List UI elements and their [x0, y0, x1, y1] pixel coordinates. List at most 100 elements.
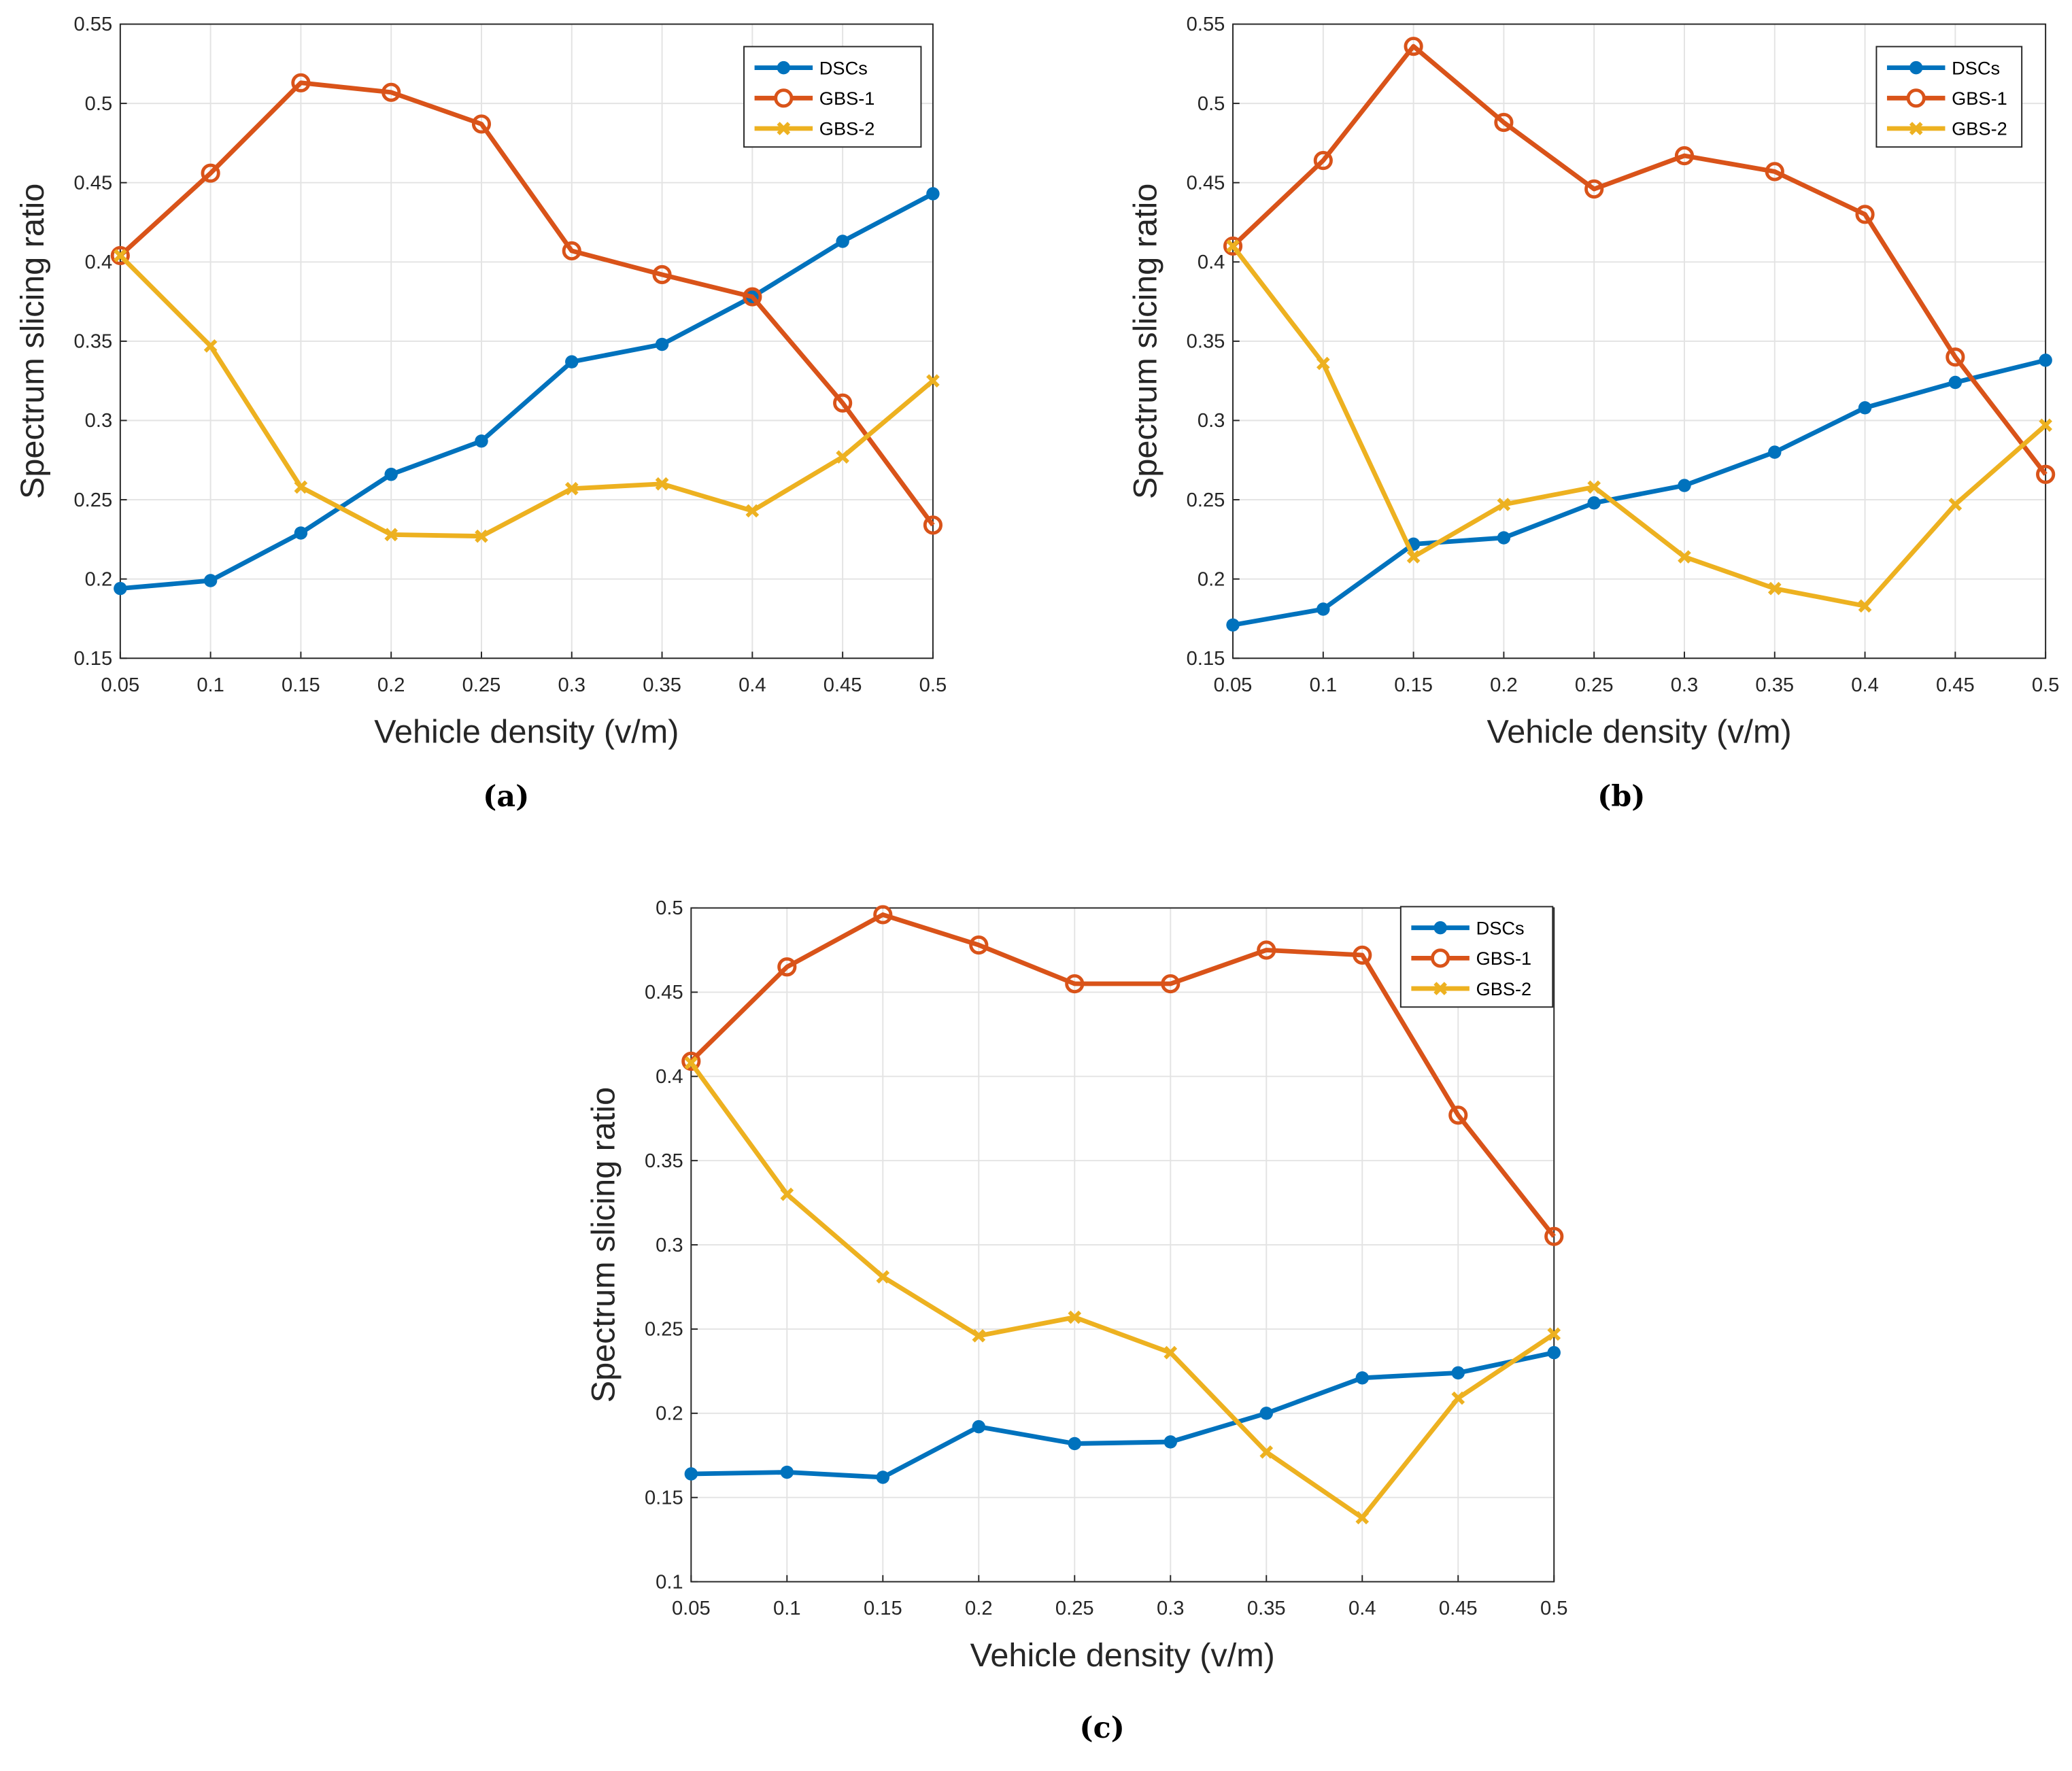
x-tick-label: 0.3 — [558, 674, 586, 696]
data-point — [1259, 1407, 1273, 1420]
data-point — [1497, 498, 1511, 511]
data-point — [384, 528, 398, 542]
data-point — [562, 241, 581, 261]
legend-marker — [777, 61, 791, 75]
data-point — [565, 355, 579, 368]
x-tick-label: 0.45 — [1936, 674, 1975, 696]
legend-marker — [1433, 921, 1447, 935]
data-point — [1317, 602, 1330, 616]
data-point — [1855, 205, 1875, 224]
data-point — [780, 1187, 794, 1201]
legend-marker — [1906, 88, 1926, 108]
x-tick-label: 0.05 — [1214, 674, 1253, 696]
legend-label: DSCs — [819, 57, 868, 78]
data-point — [926, 187, 940, 201]
y-tick-label: 0.45 — [645, 982, 683, 1003]
y-tick-label: 0.2 — [1198, 568, 1225, 590]
legend-marker — [1909, 122, 1923, 135]
data-point — [1068, 1310, 1082, 1324]
x-tick-label: 0.25 — [1575, 674, 1614, 696]
x-tick-label: 0.5 — [919, 674, 947, 696]
y-tick-label: 0.2 — [85, 568, 113, 590]
y-tick-label: 0.15 — [645, 1487, 683, 1509]
x-tick-label: 0.5 — [1540, 1598, 1567, 1619]
data-point — [294, 480, 308, 494]
data-point — [291, 73, 311, 92]
data-point — [564, 481, 579, 496]
x-tick-label: 0.35 — [643, 674, 681, 696]
data-point — [114, 249, 127, 262]
data-point — [294, 526, 308, 540]
y-tick-label: 0.35 — [73, 331, 112, 353]
data-point — [1259, 1445, 1274, 1459]
data-point — [1355, 1511, 1370, 1525]
data-point — [1494, 112, 1514, 133]
y-tick-label: 0.3 — [656, 1235, 683, 1256]
series-gbs-1 — [110, 73, 943, 535]
x-tick-label: 0.1 — [197, 674, 224, 696]
data-point — [1451, 1391, 1465, 1405]
series-line — [1231, 244, 2048, 608]
data-point — [745, 504, 760, 518]
y-tick-label: 0.5 — [656, 897, 683, 919]
data-point — [836, 235, 849, 248]
legend-label: GBS-2 — [1952, 118, 2007, 139]
data-point — [684, 1056, 698, 1070]
legend-label: GBS-1 — [1476, 948, 1532, 969]
data-point — [1587, 480, 1601, 494]
x-tick-label: 0.3 — [1671, 674, 1698, 696]
data-point — [1406, 550, 1421, 564]
series-gbs-2 — [114, 249, 940, 543]
data-point — [1858, 401, 1872, 415]
axes-box — [119, 23, 934, 659]
y-tick-label: 0.35 — [1187, 331, 1225, 353]
legend: DSCs GBS-1 GBS-2 — [743, 46, 922, 148]
series-gbs-1 — [681, 905, 1564, 1246]
data-point — [681, 1051, 701, 1071]
y-tick-label: 0.25 — [73, 489, 112, 511]
data-point — [1353, 945, 1372, 965]
data-point — [1226, 239, 1240, 253]
data-point — [2039, 418, 2052, 432]
data-point — [1404, 37, 1423, 56]
y-tick-label: 0.4 — [1198, 252, 1225, 273]
data-point — [1948, 498, 1963, 511]
data-point — [969, 935, 989, 955]
data-point — [1674, 145, 1695, 166]
data-point — [972, 1329, 986, 1343]
legend-marker — [777, 122, 791, 135]
y-axis-label: Spectrum slicing ratio — [14, 184, 51, 499]
y-tick-label: 0.55 — [1187, 14, 1225, 35]
chart-a: 0.05 0.1 0.15 0.2 0.25 0.3 0.35 0.4 0.45 0.5 0.15 0… — [14, 14, 947, 814]
data-point — [876, 1471, 890, 1484]
x-axis-label: Vehicle density (v/m) — [374, 714, 679, 751]
x-tick-label: 0.05 — [101, 674, 139, 696]
data-point — [876, 1270, 890, 1284]
x-tick-label: 0.1 — [1310, 674, 1338, 696]
data-point — [1946, 347, 1965, 367]
legend-marker — [1909, 61, 1923, 75]
y-axis-label: Spectrum slicing ratio — [585, 1087, 622, 1403]
x-tick-label: 0.35 — [1247, 1598, 1286, 1619]
data-point — [1226, 618, 1240, 632]
y-tick-label: 0.35 — [645, 1150, 683, 1172]
data-point — [1544, 1226, 1564, 1246]
data-point — [684, 1467, 698, 1481]
x-tick-label: 0.35 — [1755, 674, 1794, 696]
data-point — [2039, 354, 2052, 367]
x-tick-label: 0.4 — [1851, 674, 1879, 696]
data-point — [780, 1465, 794, 1479]
series-dscs — [114, 187, 940, 596]
y-tick-label: 0.45 — [73, 172, 112, 194]
chart-c: 0.05 0.1 0.15 0.2 0.25 0.3 0.35 0.4 0.45 0.5 0.1 0.… — [585, 897, 1568, 1745]
data-point — [1355, 1371, 1369, 1385]
data-point — [1948, 375, 1963, 390]
data-point — [655, 337, 669, 351]
x-tick-label: 0.25 — [462, 674, 501, 696]
legend-label: DSCs — [1952, 57, 2000, 78]
legend-label: GBS-1 — [1952, 88, 2007, 109]
data-point — [1161, 974, 1181, 994]
x-tick-label: 0.15 — [282, 674, 320, 696]
x-tick-label: 0.2 — [377, 674, 405, 696]
data-point — [652, 264, 672, 285]
